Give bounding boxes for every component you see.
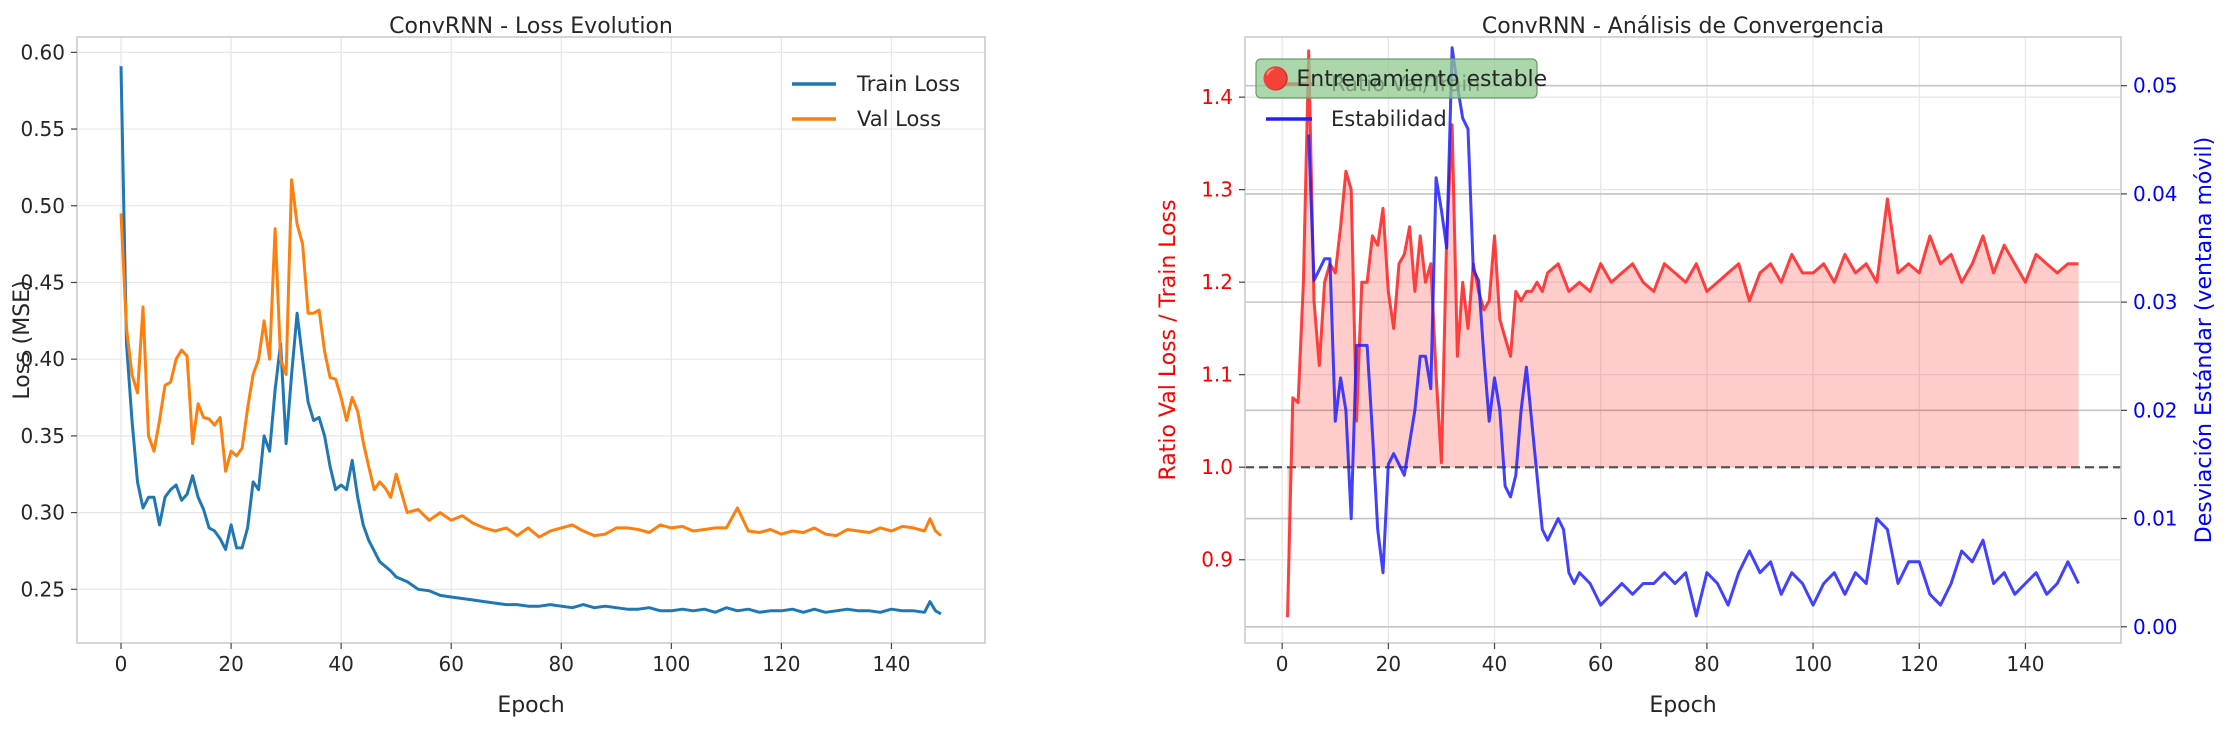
chart-1-x-tick-label: 40: [328, 652, 353, 676]
chart-1-series-1-line: [119, 66, 942, 616]
chart-2-x-tick-label: 140: [2006, 652, 2044, 676]
chart-1-y-axis-label: Loss (MSE): [10, 280, 35, 399]
chart-2-x-tick-label: 100: [1794, 652, 1832, 676]
chart-2-y-right-axis-label: Desviación Estándar (ventana móvil): [2192, 137, 2217, 543]
chart-1-legend-label: Val Loss: [857, 107, 941, 131]
chart-1: 0 20 40 60 80 100 120 140 0.25 0.30 0.35 0.40 0.45 0.…: [10, 14, 986, 718]
chart-2-x-tick-label: 60: [1588, 652, 1613, 676]
chart-2-y-right-tick-label: 0.05: [2133, 74, 2178, 98]
chart-2-y-tick-label: 1.2: [1201, 270, 1233, 294]
chart-2-series-2-line: [1307, 46, 2080, 618]
chart-2: 0 20 40 60 80 100 120 140 0.9 1.0 1.1 1.2 1.3 1.4 0.00…: [1156, 14, 2217, 718]
chart-2-series-1-line: [1286, 49, 2079, 618]
chart-1-x-tick-label: 80: [549, 652, 574, 676]
chart-2-annotation-text: 🔴 Entrenamiento estable: [1262, 66, 1547, 92]
chart-2-y-right-tick-label: 0.00: [2133, 615, 2178, 639]
chart-1-frame: [76, 36, 986, 644]
chart-1-y-tick-label: 0.25: [20, 577, 65, 601]
chart-2-y-right-tick-label: 0.04: [2133, 182, 2178, 206]
chart-1-x-axis-label: Epoch: [497, 693, 564, 718]
chart-2-plot-area: [1245, 37, 2121, 643]
chart-2-title: ConvRNN - Análisis de Convergencia: [1482, 14, 1884, 39]
chart-1-y-tick-label: 0.60: [20, 40, 65, 64]
chart-1-y-tick-label: 0.50: [20, 194, 65, 218]
chart-2-y-tick-label: 1.0: [1201, 455, 1233, 479]
chart-1-x-tick-label: 60: [438, 652, 463, 676]
chart-1-legend-label: Train Loss: [856, 72, 960, 96]
chart-1-title: ConvRNN - Loss Evolution: [389, 14, 673, 39]
chart-1-x-tick-label: 140: [872, 652, 910, 676]
chart-2-x-tick-label: 20: [1376, 652, 1401, 676]
chart-2-y-tick-label: 1.3: [1201, 178, 1233, 202]
chart-2-x-tick-label: 0: [1276, 652, 1289, 676]
chart-2-annotation-box: [1255, 58, 1538, 99]
chart-1-y-tick-label: 0.55: [20, 117, 65, 141]
chart-2-x-tick-label: 80: [1694, 652, 1719, 676]
chart-2-y-axis-label: Ratio Val Loss / Train Loss: [1156, 199, 1181, 480]
chart-1-y-tick-label: 0.30: [20, 501, 65, 525]
chart-2-y-right-tick-label: 0.01: [2133, 507, 2178, 531]
chart-2-shaded-area: [1287, 50, 2079, 618]
chart-2-y-right-tick-label: 0.02: [2133, 398, 2178, 422]
chart-1-series-2-line: [119, 178, 942, 539]
chart-2-y-tick-label: 1.1: [1201, 363, 1233, 387]
chart-2-y-tick-label: 0.9: [1201, 548, 1233, 572]
chart-1-y-tick-label: 0.45: [20, 270, 65, 294]
chart-2-y-right-tick-label: 0.03: [2133, 290, 2178, 314]
chart-2-x-axis-label: Epoch: [1649, 693, 1716, 718]
chart-1-x-tick-label: 120: [762, 652, 800, 676]
chart-2-x-tick-label: 40: [1482, 652, 1507, 676]
chart-1-y-tick-label: 0.35: [20, 424, 65, 448]
chart-2-x-tick-label: 120: [1900, 652, 1938, 676]
chart-1-x-tick-label: 20: [218, 652, 243, 676]
chart-1-y-tick-label: 0.40: [20, 347, 65, 371]
chart-2-frame: [1244, 36, 2122, 644]
chart-1-x-tick-label: 0: [115, 652, 128, 676]
chart-2-y-tick-label: 1.4: [1201, 85, 1233, 109]
chart-2-legend-label: Estabilidad: [1331, 107, 1447, 131]
chart-1-x-tick-label: 100: [652, 652, 690, 676]
chart-1-plot-area: [77, 37, 985, 643]
